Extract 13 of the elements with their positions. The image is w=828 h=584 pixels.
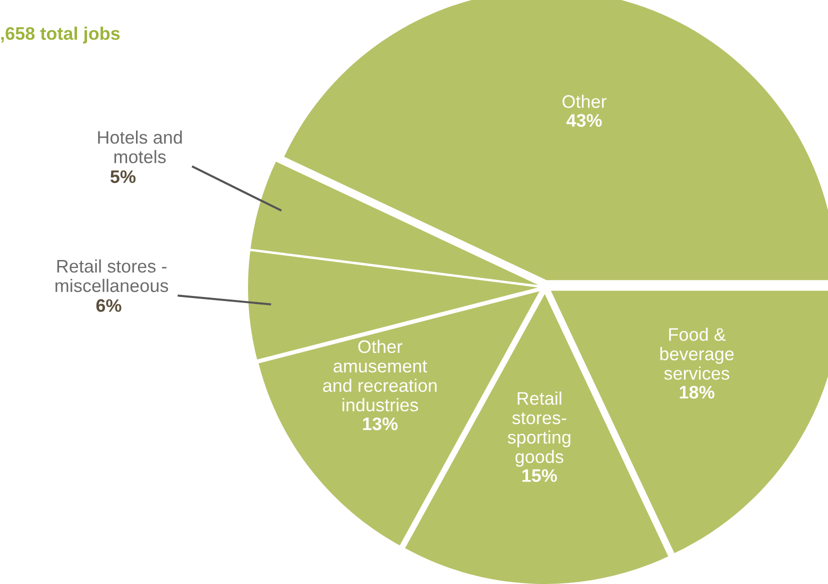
slice-label: Other [562, 94, 606, 108]
slice-label: Food & beverage services [660, 328, 734, 380]
text: ,658 total jobs [1, 26, 120, 44]
data-label: 15% [522, 469, 557, 482]
slice-label: Retail stores - miscellaneous [56, 259, 168, 292]
slice-label: Other amusement and recreation industries [323, 340, 437, 412]
slice-label: Retail stores- sporting goods [508, 392, 570, 467]
data-label: 5% [110, 170, 136, 184]
data-label: 13% [363, 417, 398, 430]
data-label: 43% [566, 114, 602, 127]
slice-label: Hotels and motels [98, 130, 182, 164]
data-label: 6% [96, 299, 122, 312]
data-label: 18% [680, 386, 714, 399]
